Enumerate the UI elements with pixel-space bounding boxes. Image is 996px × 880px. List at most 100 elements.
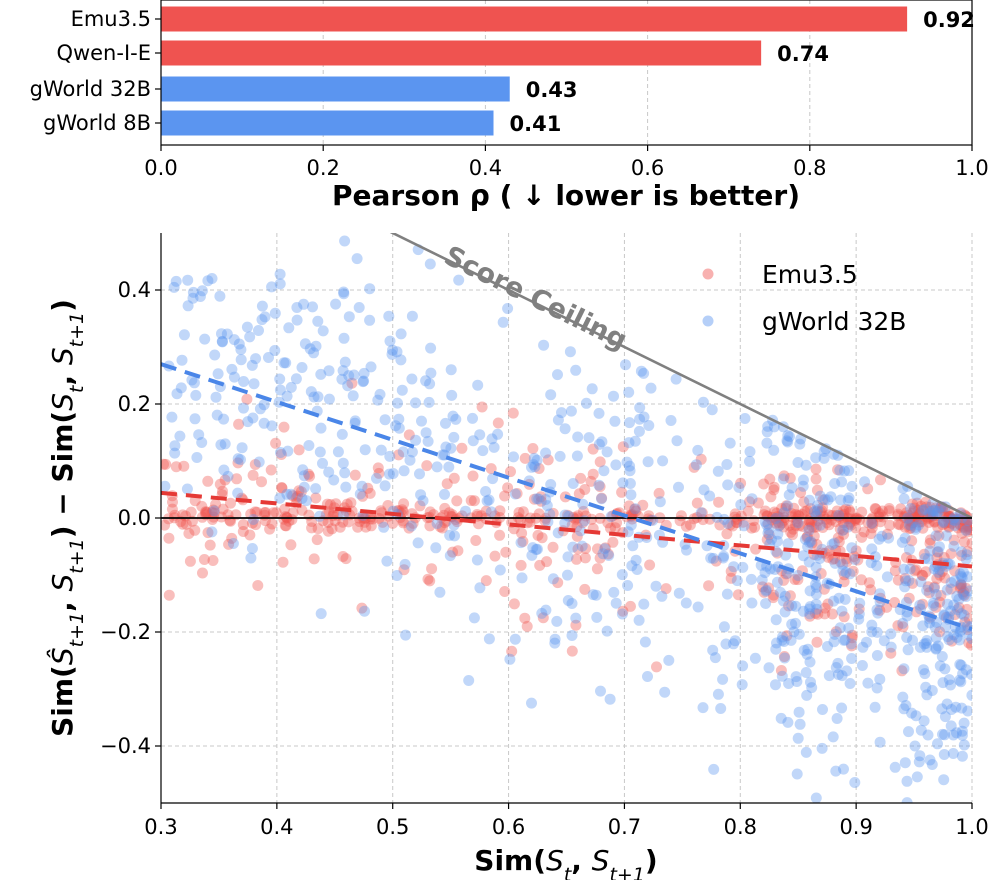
scatter-point bbox=[808, 530, 820, 542]
scatter-point bbox=[883, 532, 895, 544]
scatter-point bbox=[874, 673, 886, 685]
scatter-point bbox=[838, 524, 850, 536]
scatter-point bbox=[869, 551, 881, 563]
scatter-point bbox=[841, 665, 853, 677]
scatter-point bbox=[780, 500, 792, 512]
scatter-y-tick-label: −0.2 bbox=[100, 620, 151, 644]
scatter-point bbox=[849, 513, 861, 525]
scatter-point bbox=[296, 504, 308, 516]
scatter-point bbox=[942, 598, 953, 610]
scatter-point bbox=[208, 507, 220, 519]
scatter-point bbox=[439, 488, 450, 500]
scatter-point bbox=[955, 578, 967, 590]
scatter-point bbox=[721, 588, 733, 600]
scatter-point bbox=[801, 505, 813, 517]
scatter-point bbox=[216, 336, 228, 348]
scatter-point bbox=[958, 536, 970, 548]
scatter-point bbox=[391, 570, 403, 581]
scatter-point bbox=[297, 464, 309, 476]
scatter-point bbox=[962, 705, 972, 717]
scatter-point bbox=[757, 581, 769, 593]
scatter-point bbox=[176, 354, 188, 366]
scatter-point bbox=[161, 480, 171, 492]
scatter-point bbox=[434, 521, 446, 533]
scatter-point bbox=[870, 503, 882, 515]
scatter-point bbox=[956, 550, 968, 561]
scatter-point bbox=[161, 458, 172, 470]
scatter-point bbox=[502, 303, 514, 314]
scatter-point bbox=[217, 503, 229, 515]
scatter-point bbox=[964, 585, 972, 597]
scatter-point bbox=[290, 373, 302, 385]
scatter-point bbox=[551, 615, 563, 627]
scatter-point bbox=[531, 543, 543, 555]
scatter-point bbox=[846, 629, 858, 641]
scatter-point bbox=[939, 572, 951, 584]
scatter-point bbox=[965, 522, 972, 534]
scatter-point bbox=[923, 517, 935, 528]
scatter-point bbox=[417, 495, 429, 507]
scatter-point bbox=[928, 582, 940, 594]
scatter-point bbox=[223, 538, 235, 550]
bar-chart-value-labels: 0.92 0.74 0.43 0.41 bbox=[510, 8, 975, 136]
scatter-point bbox=[911, 606, 922, 618]
scatter-point bbox=[819, 547, 831, 559]
scatter-point bbox=[517, 506, 529, 518]
scatter-point bbox=[721, 528, 733, 540]
scatter-point bbox=[424, 378, 436, 390]
scatter-point bbox=[737, 660, 749, 672]
scatter-point bbox=[226, 532, 238, 544]
scatter-point bbox=[788, 502, 800, 514]
scatter-point bbox=[624, 478, 636, 489]
scatter-point bbox=[391, 346, 403, 358]
scatter-point bbox=[274, 492, 286, 504]
scatter-point bbox=[800, 746, 812, 758]
scatter-point bbox=[445, 364, 457, 376]
scatter-point bbox=[704, 513, 716, 525]
scatter-point bbox=[601, 446, 613, 458]
scatter-point bbox=[956, 527, 968, 539]
scatter-point bbox=[406, 446, 418, 458]
scatter-point bbox=[956, 729, 968, 741]
scatter-point bbox=[406, 310, 418, 322]
scatter-point bbox=[784, 519, 795, 531]
scatter-point bbox=[907, 634, 918, 646]
scatter-point bbox=[800, 667, 812, 678]
scatter-point bbox=[832, 532, 844, 544]
scatter-point bbox=[876, 505, 888, 517]
scatter-point bbox=[567, 478, 579, 489]
scatter-point bbox=[806, 537, 818, 549]
scatter-point bbox=[903, 575, 915, 587]
scatter-point bbox=[731, 517, 743, 529]
bar-value-label: 0.41 bbox=[510, 112, 562, 136]
scatter-point bbox=[671, 435, 683, 447]
scatter-point bbox=[630, 554, 642, 566]
scatter-point bbox=[811, 484, 823, 496]
scatter-point bbox=[761, 534, 773, 546]
scatter-point bbox=[703, 580, 715, 592]
scatter-point bbox=[797, 605, 809, 617]
scatter-point bbox=[540, 604, 552, 616]
bar-category-label: Qwen-I-E bbox=[56, 41, 151, 65]
scatter-point bbox=[731, 513, 743, 525]
scatter-point bbox=[963, 520, 972, 532]
scatter-point bbox=[955, 676, 967, 688]
scatter-point bbox=[215, 511, 227, 523]
scatter-point bbox=[292, 490, 304, 502]
scatter-point bbox=[189, 413, 201, 425]
scatter-point bbox=[521, 620, 533, 632]
scatter-point bbox=[798, 644, 810, 656]
scatter-point bbox=[958, 586, 970, 598]
scatter-point bbox=[467, 435, 479, 447]
scatter-point bbox=[951, 590, 963, 602]
scatter-point bbox=[511, 488, 523, 499]
scatter-point bbox=[791, 676, 803, 687]
scatter-point bbox=[492, 428, 504, 440]
scatter-point bbox=[540, 494, 552, 505]
scatter-point bbox=[913, 756, 925, 768]
scatter-point bbox=[656, 590, 668, 602]
scatter-x-tick-label: 0.6 bbox=[492, 815, 525, 839]
scatter-point bbox=[827, 553, 839, 565]
scatter-point bbox=[782, 500, 794, 512]
scatter-point bbox=[246, 359, 258, 371]
